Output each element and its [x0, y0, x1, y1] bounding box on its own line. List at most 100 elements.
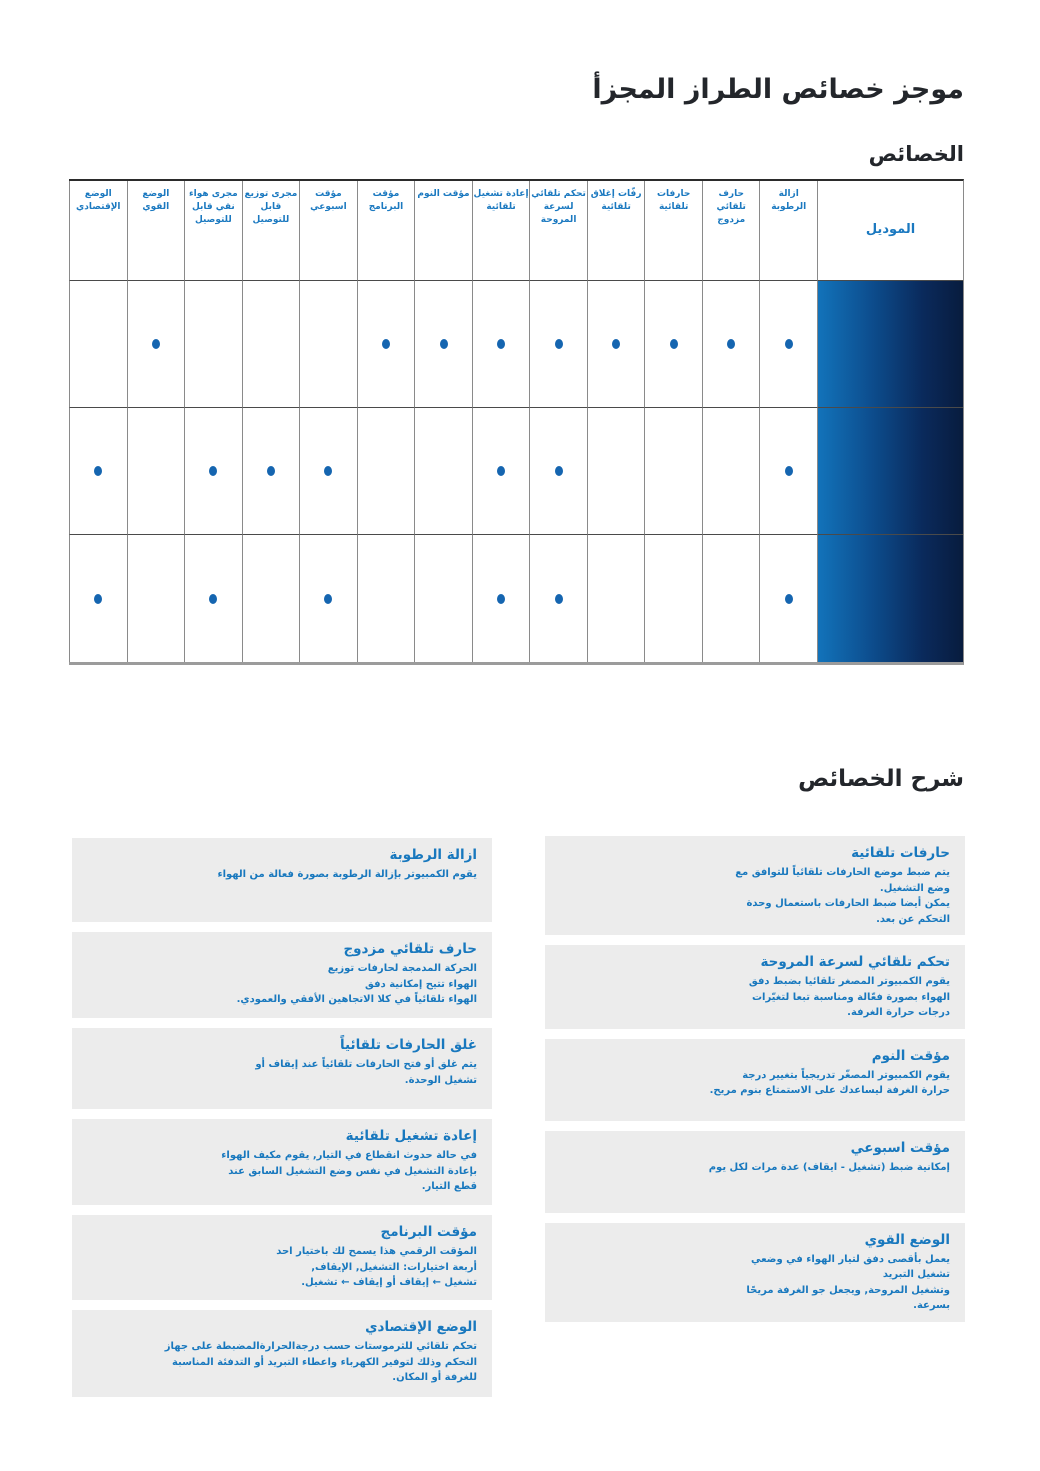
feature-explanation-text: الحركة المدمجة لحارفات توزيع الهواء تتيح… [236, 963, 477, 1005]
feature-explanation-text: يتم غلق أو فتح الحارفات تلقائياً عند إيق… [255, 1059, 477, 1086]
feature-explanation-box: مؤقت النوم يقوم الكمبيوتر المصغّر تدريجيا… [545, 1038, 965, 1121]
feature-explanation-title: ازالة الرطوبة [389, 847, 477, 863]
feature-cell [184, 281, 242, 408]
feature-explanation-title: تحكم تلقائي لسرعة المروحة [760, 954, 951, 970]
feature-explanation-title: مؤقت البرنامج [380, 1224, 477, 1240]
model-column-header: الموديل [817, 181, 963, 281]
feature-column-header: حارفات تلقائية [644, 181, 702, 281]
model-row-cell [817, 408, 963, 535]
feature-dot [209, 466, 218, 476]
feature-dot [554, 339, 563, 349]
feature-cell [299, 281, 357, 408]
feature-cell [126, 408, 185, 535]
features-section-heading: الخصائص [868, 142, 964, 166]
feature-explanation-box: غلق الحارفات تلقائياً يتم غلق أو فتح الحا… [72, 1028, 492, 1109]
feature-cell [529, 408, 587, 535]
feature-cell [644, 535, 702, 662]
feature-column-header: إعادة تشغيل تلقائية [471, 181, 530, 281]
page-title: موجز خصائص الطراز المجزأ [592, 74, 964, 105]
feature-cell [356, 408, 415, 535]
feature-dot [266, 466, 275, 476]
feature-dot [151, 339, 160, 349]
feature-cell [644, 281, 702, 408]
feature-column-header: الوضع الإقتصادي [69, 181, 127, 281]
feature-explanation-box: الوضع القوي يعمل بأقصى دفق لتيار الهواء ف… [545, 1222, 965, 1322]
feature-explanation-title: مؤقت النوم [871, 1047, 950, 1064]
feature-cell [586, 408, 645, 535]
feature-dot [381, 339, 390, 349]
feature-dot [784, 593, 793, 604]
feature-explanation-box: الوضع الإقتصادي تحكم تلقائي للثرموستات حس… [72, 1310, 492, 1397]
feature-dot [554, 466, 563, 476]
explanations-section-heading: شرح الخصائص [798, 766, 964, 792]
feature-dot [94, 466, 103, 476]
model-row-cell [817, 281, 963, 408]
feature-cell [241, 281, 300, 408]
feature-explanation-title: غلق الحارفات تلقائياً [339, 1037, 477, 1053]
feature-explanation-title: مؤقت اسبوعي [850, 1139, 950, 1156]
feature-cell [701, 281, 760, 408]
feature-explanation-text: يتم ضبط موضع الحارفات تلقائياً للتوافق م… [735, 867, 950, 925]
feature-cell [586, 535, 645, 662]
feature-cell [241, 408, 300, 535]
feature-dot [784, 466, 793, 476]
feature-dot [497, 339, 506, 349]
feature-explanation-text: إمكانية ضبط (تشغيل - ايقاف) عدة مرات لكل… [708, 1161, 950, 1173]
feature-column-header: مجرى هواء نقي قابل للتوصيل [184, 181, 242, 281]
feature-cell [759, 535, 817, 662]
feature-column-header: مؤقت البرنامج [356, 181, 415, 281]
feature-explanation-box: إعادة تشغيل تلقائية في حالة حدوث انقطاع ف… [72, 1119, 492, 1205]
feature-cell [69, 281, 127, 408]
feature-cell [126, 535, 185, 662]
feature-explanation-title: إعادة تشغيل تلقائية [345, 1128, 477, 1144]
feature-column-header: حارف تلقائي مزدوج [701, 181, 760, 281]
feature-column-header: الوضع القوي [126, 181, 185, 281]
feature-cell [759, 408, 817, 535]
feature-explanation-box: تحكم تلقائي لسرعة المروحة يقوم الكمبيوتر … [545, 945, 965, 1029]
model-unit-image [818, 281, 963, 407]
feature-cell [356, 535, 415, 662]
feature-explanation-text: يقوم الكمبيوتر بإزالة الرطوبة بصورة فعال… [217, 869, 477, 880]
feature-dot [784, 339, 793, 349]
feature-cell [529, 281, 587, 408]
feature-cell [701, 408, 760, 535]
feature-explanation-title: الوضع القوي [864, 1231, 950, 1248]
feature-column-header: ازالة الرطوبة [759, 181, 817, 281]
feature-explanation-text: المؤقت الرقمي هذا يسمح لك باختيار احد أر… [276, 1246, 477, 1288]
feature-cell [414, 281, 472, 408]
feature-dot [209, 593, 218, 604]
features-comparison-table: الموديل ازالة الرطوبة حارف تلقائي مزدوج حار… [69, 179, 964, 665]
feature-cell [471, 535, 530, 662]
feature-cell [644, 408, 702, 535]
feature-dot [497, 466, 506, 476]
feature-explanation-box: حارف تلقائي مزدوج الحركة المدمجة لحارفات … [72, 932, 492, 1018]
feature-explanation-text: تحكم تلقائي للثرموستات حسب درجةالحرارةال… [164, 1341, 477, 1383]
model-unit-image [818, 408, 963, 534]
feature-cell [184, 535, 242, 662]
explanations-column-left: ازالة الرطوبة يقوم الكمبيوتر بإزالة الرطو… [72, 838, 492, 1397]
feature-explanation-title: الوضع الإقتصادي [365, 1319, 477, 1335]
feature-cell [529, 535, 587, 662]
feature-explanation-text: يقوم الكمبيوتر المصغر تلقائيا بضبط دفق ا… [748, 976, 950, 1018]
feature-dot [669, 339, 678, 349]
feature-column-header: مؤقت اسبوعي [299, 181, 357, 281]
feature-cell [414, 535, 472, 662]
feature-explanation-box: حارفات تلقائية يتم ضبط موضع الحارفات تلقا… [545, 836, 965, 935]
feature-explanation-box: مؤقت اسبوعي إمكانية ضبط (تشغيل - ايقاف) ع… [545, 1130, 965, 1213]
feature-cell [356, 281, 415, 408]
feature-cell [69, 408, 127, 535]
feature-explanation-box: ازالة الرطوبة يقوم الكمبيوتر بإزالة الرطو… [72, 838, 492, 922]
feature-cell [299, 535, 357, 662]
feature-dot [324, 466, 333, 476]
feature-dot [612, 339, 621, 349]
feature-cell [471, 408, 530, 535]
feature-cell [414, 408, 472, 535]
model-row-cell [817, 535, 963, 662]
model-unit-image [818, 535, 963, 662]
feature-cell [69, 535, 127, 662]
feature-explanation-text: في حالة حدوث انقطاع في التيار, يقوم مكيف… [221, 1150, 477, 1192]
feature-dot [439, 339, 448, 349]
explanations-column-right: حارفات تلقائية يتم ضبط موضع الحارفات تلقا… [545, 836, 965, 1322]
feature-explanation-box: مؤقت البرنامج المؤقت الرقمي هذا يسمح لك ب… [72, 1215, 492, 1300]
